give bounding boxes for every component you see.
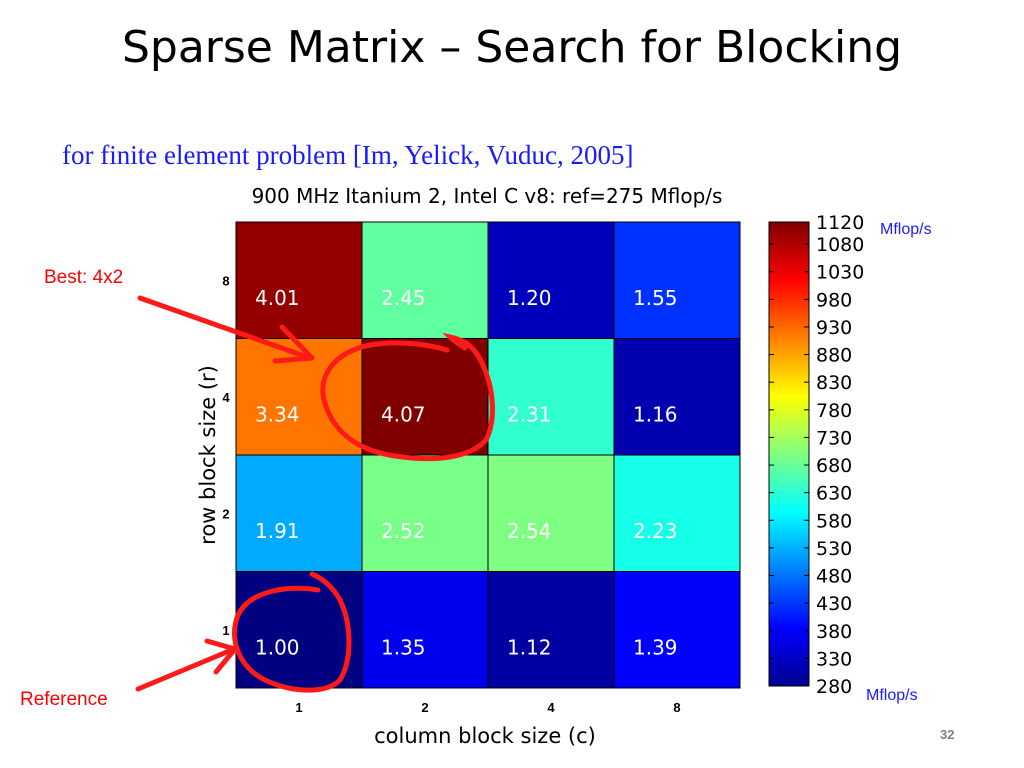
heatmap-cell [361,454,489,572]
heatmap-cell [613,338,741,456]
reference-circle [232,571,352,693]
heatmap-cell [613,221,741,339]
colorbar-unit-bottom: Mflop/s [866,687,918,704]
y-axis-title: row block size (r) [196,365,220,545]
heatmap-cell [361,571,489,689]
reference-arrow [135,638,238,692]
colorbar-tick-label: 930 [816,317,852,339]
colorbar-tick-label: 730 [816,427,852,449]
heatmap-cell [361,221,489,339]
colorbar-tick-label: 380 [816,621,852,643]
x-tick-label: 1 [295,700,302,715]
x-axis-title: column block size (c) [374,724,596,748]
cell-value-label: 1.12 [507,636,552,660]
slide-subtitle: for finite element problem [Im, Yelick, … [62,140,634,170]
slide-title: Sparse Matrix – Search for Blocking [121,22,903,73]
colorbar-tick-label: 330 [816,648,852,670]
colorbar-tick-label: 530 [816,538,852,560]
y-tick-labels: 8 4 2 1 [222,273,230,638]
heatmap-cell [235,221,363,339]
cell-value-label: 1.16 [633,403,678,427]
heatmap-cell [361,338,489,456]
cell-value-label: 2.23 [633,519,678,543]
heatmap-value-labels: 4.01 2.45 1.20 1.55 3.34 4.07 2.31 1.16 1.91 2.52… [255,286,678,660]
colorbar-tick-label: 1030 [816,262,864,284]
y-tick-label: 8 [222,273,229,288]
heatmap-cell [613,571,741,689]
x-tick-label: 2 [421,700,428,715]
colorbar-tick-label: 1080 [816,234,864,256]
heatmap-cell [487,338,615,456]
cell-value-label: 1.39 [633,636,678,660]
reference-annotation: Reference [20,689,108,710]
colorbar-tick-label: 480 [816,566,852,588]
cell-value-label: 2.52 [381,519,426,543]
colorbar-tick-label: 980 [816,289,852,311]
y-tick-label: 1 [222,623,229,638]
x-tick-labels: 1 2 4 8 [295,700,680,715]
heatmap-cell [235,454,363,572]
best-arrow [137,295,315,364]
colorbar-tick-label: 630 [816,483,852,505]
cell-value-label: 2.54 [507,519,552,543]
cell-value-label: 1.55 [633,286,678,310]
cell-value-label: 1.00 [255,636,300,660]
best-circle [320,332,495,462]
colorbar-unit-top: Mflop/s [880,221,932,238]
colorbar-tick-label: 830 [816,372,852,394]
colorbar-tick-label: 580 [816,510,852,532]
colorbar-tick-label: 780 [816,400,852,422]
colorbar-tick-label: 430 [816,593,852,615]
heatmap-cell [487,221,615,339]
x-tick-label: 8 [673,700,680,715]
heatmap-cell [487,454,615,572]
colorbar-tick-label: 880 [816,345,852,367]
cell-value-label: 2.45 [381,286,426,310]
heatmap-cells [235,221,741,689]
cell-value-label: 1.91 [255,519,300,543]
y-tick-label: 2 [222,506,229,521]
heatmap-cell [487,571,615,689]
cell-value-label: 4.01 [255,286,300,310]
cell-value-label: 2.31 [507,403,552,427]
x-tick-label: 4 [547,700,555,715]
colorbar-tick-label: 1120 [816,212,864,234]
page-number: 32 [940,727,955,742]
y-tick-label: 4 [222,390,230,405]
colorbar [768,221,810,687]
heatmap-cell [235,571,363,689]
colorbar-tick-label: 680 [816,455,852,477]
cell-value-label: 1.35 [381,636,426,660]
colorbar-tick-label: 280 [816,676,852,698]
cell-value-label: 1.20 [507,286,552,310]
chart-title: 900 MHz Itanium 2, Intel C v8: ref=275 M… [252,184,723,208]
best-annotation: Best: 4x2 [44,267,123,288]
cell-value-label: 4.07 [381,403,426,427]
cell-value-label: 3.34 [255,403,300,427]
heatmap-cell [613,454,741,572]
